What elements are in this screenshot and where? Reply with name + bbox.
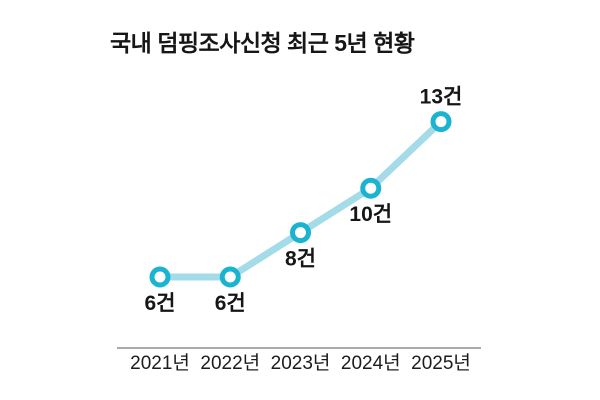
- data-point-marker: [219, 266, 241, 288]
- data-point-label: 8건: [285, 248, 316, 271]
- x-axis-tick-label: 2021년: [130, 352, 190, 374]
- data-point-label: 6건: [145, 292, 176, 315]
- data-point-marker: [149, 266, 171, 288]
- x-axis-tick-label: 2022년: [200, 352, 260, 374]
- data-point-marker: [290, 222, 311, 244]
- data-point-marker: [360, 177, 382, 199]
- x-axis-tick-label: 2023년: [271, 352, 331, 374]
- x-axis-tick-label: 2024년: [341, 352, 401, 374]
- data-point-label: 13건: [420, 86, 463, 109]
- data-point-label: 6건: [215, 292, 246, 315]
- data-point-label: 10건: [349, 203, 392, 226]
- data-point-marker: [430, 111, 452, 133]
- x-axis-tick-label: 2025년: [411, 352, 471, 374]
- chart-title: 국내 덤핑조사신청 최근 5년 현황: [110, 30, 415, 56]
